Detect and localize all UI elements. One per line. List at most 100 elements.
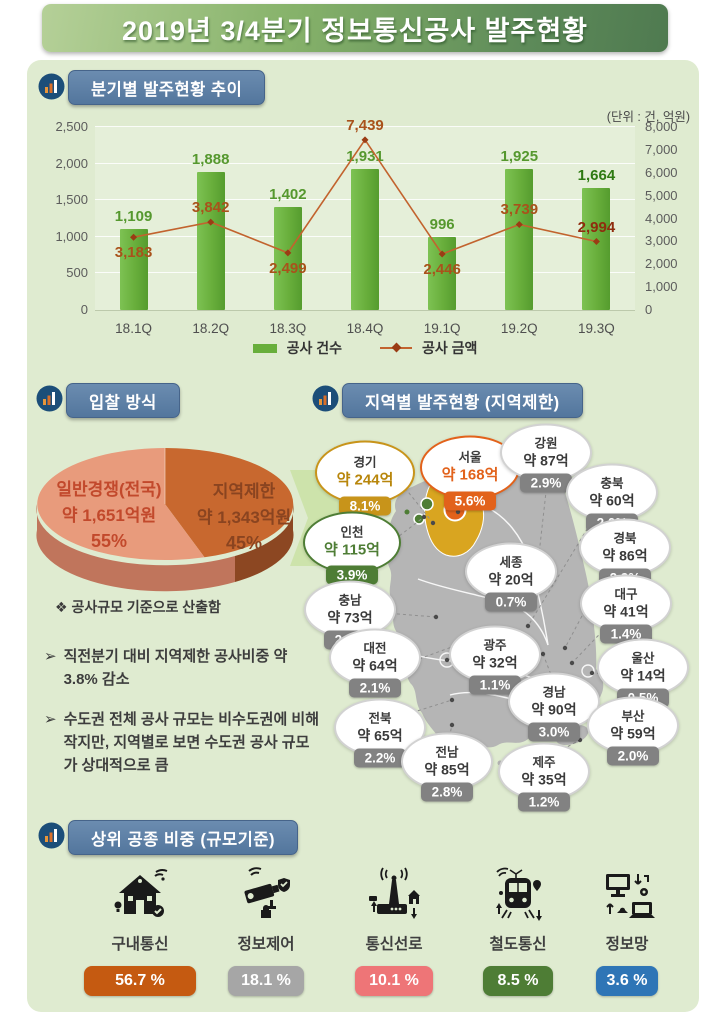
region-name: 경북 (613, 531, 637, 546)
region-amount: 약 60억 (589, 492, 635, 509)
region-name: 울산 (631, 651, 655, 666)
bidding-pie-chart (36, 447, 294, 592)
left-axis-tick: 500 (66, 265, 88, 281)
left-axis-tick: 2,500 (55, 119, 88, 134)
region-amount: 약 85억 (424, 761, 470, 778)
region-name: 부산 (621, 709, 645, 724)
left-axis-tick: 1,500 (55, 192, 88, 208)
line-value-label: 7,439 (346, 116, 384, 134)
region-percent-tab: 1.2% (517, 792, 571, 812)
region-percent-tab: 2.2% (353, 748, 407, 768)
type-pct-pill: 3.6 % (596, 966, 658, 996)
region-bubble-경기: 경기 약 244억 8.1% (315, 440, 415, 516)
type-col-rail-comm: 철도통신 8.5 % (451, 866, 585, 996)
x-axis-label: 18.3Q (269, 321, 307, 336)
region-amount: 약 65억 (357, 727, 403, 744)
bar-19.2Q (505, 169, 534, 310)
legend-bar-swatch (252, 343, 277, 353)
section-title-bidding: 입찰 방식 (66, 383, 180, 418)
region-oval: 인천 약 115억 (303, 511, 401, 574)
region-percent-tab: 2.9% (519, 473, 573, 493)
region-oval: 전남 약 85억 (401, 732, 493, 791)
region-percent-tab: 2.1% (348, 678, 402, 698)
region-oval: 강원 약 87억 (500, 423, 592, 482)
note-item: ➢ 수도권 전체 공사 규모는 비수도권에 비해 작지만, 지역별로 보면 수도… (44, 708, 320, 778)
section-title-regional: 지역별 발주현황 (지역제한) (342, 383, 583, 418)
region-amount: 약 41억 (603, 603, 649, 620)
region-percent-tab: 5.6% (443, 491, 497, 511)
type-col-comm-line: 통신선로 10.1 % (327, 866, 461, 996)
region-bubble-전북: 전북 약 65억 2.2% (334, 698, 426, 768)
region-amount: 약 59억 (610, 725, 656, 742)
bar-value-label: 1,109 (114, 207, 153, 225)
line-value-label: 3,842 (191, 199, 230, 217)
type-label: 정보망 (605, 936, 649, 953)
train-icon (496, 867, 542, 921)
region-bubble-부산: 부산 약 59억 2.0% (587, 696, 679, 766)
region-name: 경남 (542, 685, 566, 700)
region-name: 충북 (600, 476, 624, 491)
legend-line-swatch (380, 347, 412, 349)
x-axis-label: 18.1Q (115, 321, 152, 336)
region-name: 경기 (353, 455, 377, 470)
korea-region-map: 경기 약 244억 8.1% 서울 약 168억 5.6% 강원 약 87억 2.9% 충북 약 6… (300, 413, 700, 818)
x-axis-label: 18.2Q (192, 321, 230, 336)
region-bubble-세종: 세종 약 20억 0.7% (465, 542, 557, 612)
region-amount: 약 244억 (336, 471, 394, 489)
type-pct-pill: 10.1 % (355, 966, 433, 996)
note-bullet: ➢ (44, 648, 57, 665)
right-axis-tick: 8,000 (645, 119, 678, 134)
left-axis: 0 500 1,000 1,500 2,000 2,500 (36, 119, 88, 317)
region-oval: 경북 약 86억 (579, 518, 671, 577)
region-amount: 약 115억 (324, 541, 380, 559)
region-amount: 약 32억 (472, 654, 518, 671)
combo-chart-plot: 1,109 18.1Q 1,888 18.2Q 1,402 18.3Q 1,931 18.4Q… (95, 117, 635, 336)
bar-value-label: 1,664 (577, 167, 616, 185)
region-name: 인천 (340, 525, 364, 540)
region-amount: 약 64억 (352, 657, 398, 674)
left-axis-tick: 1,000 (55, 228, 88, 244)
notes-list: ➢ 직전분기 대비 지역제한 공사비중 약 3.8% 감소 ➢ 수도권 전체 공… (44, 645, 320, 793)
region-percent-tab: 0.7% (484, 592, 538, 612)
bar-18.4Q (351, 168, 379, 310)
region-oval: 세종 약 20억 (465, 542, 557, 601)
region-percent-tab: 2.8% (420, 782, 474, 802)
x-axis-label: 18.4Q (346, 321, 384, 336)
region-oval: 경남 약 90억 (508, 672, 600, 731)
line-value-label: 2,994 (577, 218, 616, 236)
left-axis-tick: 0 (80, 302, 88, 317)
type-col-info-control: 정보제어 18.1 % (199, 866, 333, 996)
line-value-label: 2,499 (269, 259, 307, 277)
pie-slice-label-general: 일반경쟁(전국) 약 1,651억원 55% (56, 480, 162, 551)
region-name: 제주 (532, 755, 556, 770)
region-oval: 충북 약 60억 (566, 463, 658, 522)
bar-chart-icon (38, 822, 65, 849)
region-amount: 약 73억 (327, 609, 373, 626)
region-oval: 경기 약 244억 (315, 440, 415, 505)
region-name: 강원 (534, 436, 558, 451)
region-bubble-광주: 광주 약 32억 1.1% (449, 625, 541, 695)
right-axis-tick: 4,000 (645, 210, 678, 226)
region-percent-tab: 8.1% (338, 496, 392, 516)
unit-note: (단위 : 건, 억원) (606, 110, 690, 124)
gridline (95, 126, 635, 127)
x-axis-label: 19.3Q (578, 321, 615, 336)
bar-19.1Q (428, 237, 457, 310)
region-bubble-대구: 대구 약 41억 1.4% (580, 574, 672, 644)
region-oval: 전북 약 65억 (334, 698, 426, 757)
page-title: 2019년 3/4분기 정보통신공사 발주현황 (121, 15, 589, 46)
bar-18.3Q (273, 207, 302, 310)
antenna-icon (369, 867, 420, 919)
type-pct-pill: 8.5 % (483, 966, 553, 996)
region-name: 세종 (499, 555, 523, 570)
region-bubble-제주: 제주 약 35억 1.2% (498, 742, 590, 812)
pie-footnote: ❖ 공사규모 기준으로 산출함 (55, 599, 221, 615)
region-amount: 약 90억 (531, 701, 577, 718)
region-bubble-경남: 경남 약 90억 3.0% (508, 672, 600, 742)
chart-legend: 공사 건수 공사 금액 (95, 338, 635, 358)
region-name: 서울 (458, 450, 482, 465)
region-oval: 대전 약 64억 (329, 628, 421, 687)
region-amount: 약 14억 (620, 667, 666, 684)
region-name: 대구 (614, 587, 638, 602)
